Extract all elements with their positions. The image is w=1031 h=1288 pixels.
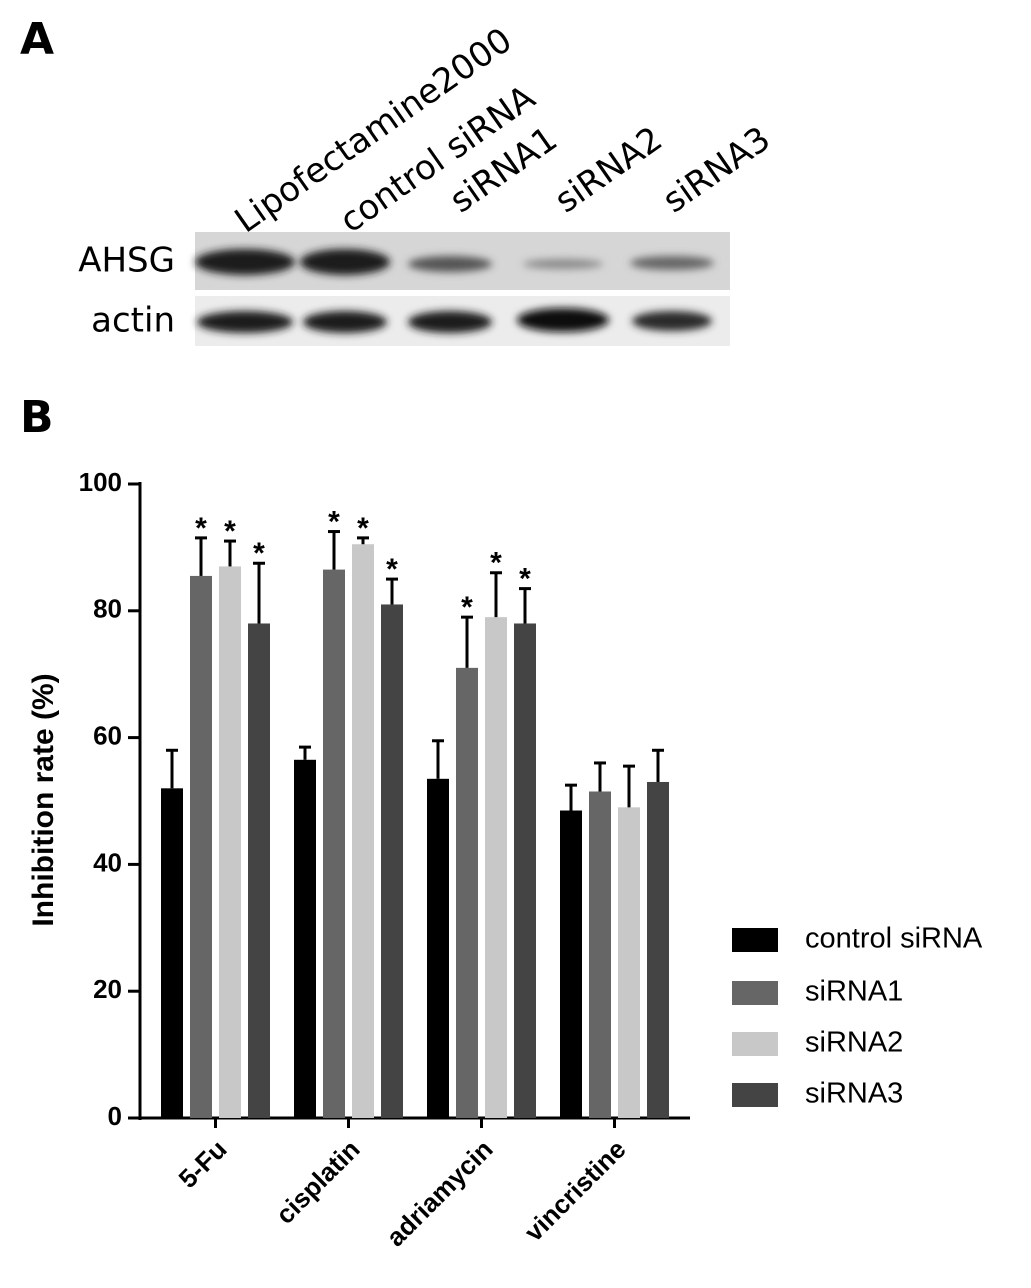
legend-swatch	[732, 1032, 778, 1056]
legend-label: control siRNA	[805, 923, 983, 955]
row-label: actin	[91, 301, 175, 341]
bar	[161, 788, 183, 1118]
x-tick-label: adriamycin	[380, 1134, 498, 1252]
bar	[485, 617, 507, 1118]
legend-swatch	[732, 1083, 778, 1107]
bar	[294, 759, 316, 1118]
bar	[352, 544, 374, 1118]
y-tick-label: 20	[93, 974, 122, 1004]
significance-mark: *	[461, 591, 473, 624]
legend-label: siRNA1	[805, 976, 903, 1008]
legend-swatch	[732, 981, 778, 1005]
bar	[381, 604, 403, 1118]
band	[408, 311, 492, 333]
bar	[248, 623, 270, 1118]
band	[408, 256, 492, 272]
bar	[219, 566, 241, 1118]
y-tick-label: 80	[93, 594, 122, 624]
significance-mark: *	[253, 537, 265, 570]
bar	[514, 623, 536, 1118]
band	[632, 311, 712, 331]
legend-swatch	[732, 928, 778, 952]
band	[197, 311, 293, 333]
y-tick-label: 0	[108, 1101, 122, 1131]
significance-mark: *	[490, 547, 502, 580]
blot: AHSG actin Lipofectamine2000 control siR…	[78, 20, 778, 346]
x-tick-label: vincristine	[518, 1134, 631, 1247]
lane-label: siRNA3	[656, 119, 778, 221]
band	[303, 311, 387, 333]
significance-mark: *	[357, 512, 369, 545]
y-tick-label: 40	[93, 847, 122, 877]
y-tick-label: 60	[93, 720, 122, 750]
band	[195, 249, 295, 275]
band	[517, 308, 609, 332]
legend-label: siRNA2	[805, 1027, 903, 1059]
x-tick-label: 5-Fu	[173, 1134, 233, 1194]
row-label: AHSG	[78, 241, 175, 281]
x-tick-label: cisplatin	[270, 1134, 366, 1230]
panel-label: A	[20, 14, 54, 65]
significance-mark: *	[195, 512, 207, 545]
y-tick-label: 100	[79, 467, 122, 497]
bar	[560, 810, 582, 1118]
y-axis-label: Inhibition rate (%)	[27, 673, 60, 926]
bar	[589, 791, 611, 1118]
panel-label: B	[20, 392, 54, 443]
lane-label: siRNA2	[548, 119, 670, 221]
significance-mark: *	[328, 505, 340, 538]
bar	[323, 569, 345, 1118]
bar	[647, 781, 669, 1118]
band	[523, 259, 603, 269]
significance-mark: *	[386, 553, 398, 586]
bar	[456, 667, 478, 1118]
bar	[618, 807, 640, 1118]
band	[300, 249, 390, 275]
bar	[427, 778, 449, 1118]
bar	[190, 575, 212, 1118]
legend-label: siRNA3	[805, 1078, 903, 1110]
significance-mark: *	[519, 563, 531, 596]
significance-mark: *	[224, 515, 236, 548]
band	[630, 256, 714, 270]
